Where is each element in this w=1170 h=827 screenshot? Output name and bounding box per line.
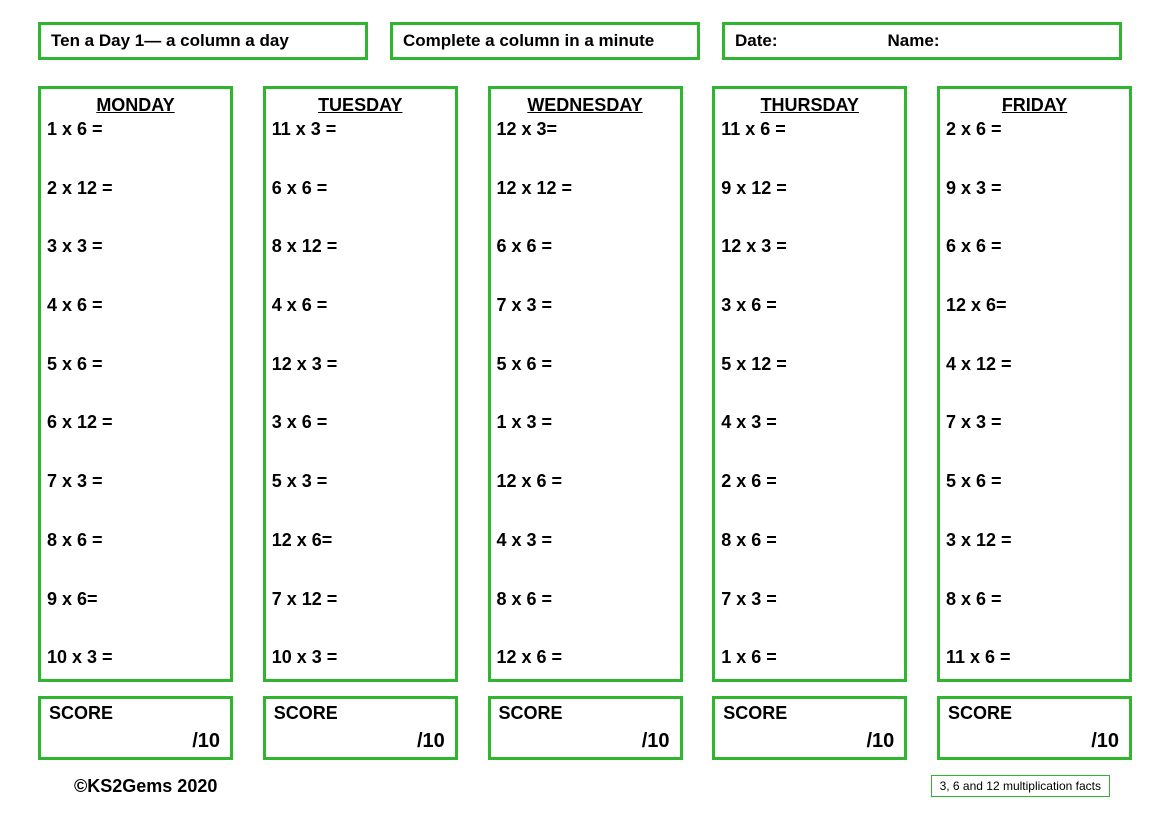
problem: 12 x 3 = (721, 237, 898, 257)
problem: 5 x 12 = (721, 355, 898, 375)
problem: 1 x 6 = (47, 120, 224, 140)
problem: 3 x 6 = (272, 413, 449, 433)
score-label: SCORE (499, 703, 672, 724)
problem: 3 x 12 = (946, 531, 1123, 551)
problem: 3 x 3 = (47, 237, 224, 257)
problem: 1 x 3 = (497, 413, 674, 433)
problem: 12 x 12 = (497, 179, 674, 199)
problem: 8 x 6 = (497, 590, 674, 610)
problem: 5 x 6 = (47, 355, 224, 375)
title-text: Ten a Day 1— a column a day (51, 31, 289, 51)
columns-container: MONDAY 1 x 6 = 2 x 12 = 3 x 3 = 4 x 6 = 5 x 6… (38, 86, 1132, 760)
problem-list: 12 x 3= 12 x 12 = 6 x 6 = 7 x 3 = 5 x 6 = 1 x… (497, 120, 674, 668)
problem: 4 x 3 = (721, 413, 898, 433)
footer-note: 3, 6 and 12 multiplication facts (931, 775, 1110, 797)
score-box: SCORE/10 (38, 696, 233, 760)
score-out-of: /10 (866, 730, 894, 753)
header-row: Ten a Day 1— a column a day Complete a c… (38, 22, 1132, 60)
score-label: SCORE (274, 703, 447, 724)
problem-list: 1 x 6 = 2 x 12 = 3 x 3 = 4 x 6 = 5 x 6 = 6 x … (47, 120, 224, 668)
problem: 7 x 3 = (721, 590, 898, 610)
score-box: SCORE/10 (712, 696, 907, 760)
day-heading: MONDAY (47, 95, 224, 116)
day-box: WEDNESDAY 12 x 3= 12 x 12 = 6 x 6 = 7 x 3 = 5… (488, 86, 683, 682)
title-box: Ten a Day 1— a column a day (38, 22, 368, 60)
problem: 2 x 6 = (946, 120, 1123, 140)
score-label: SCORE (948, 703, 1121, 724)
copyright-text: ©KS2Gems 2020 (74, 776, 217, 797)
problem: 6 x 6 = (946, 237, 1123, 257)
problem: 11 x 6 = (946, 648, 1123, 668)
problem: 8 x 12 = (272, 237, 449, 257)
day-box: MONDAY 1 x 6 = 2 x 12 = 3 x 3 = 4 x 6 = 5 x 6… (38, 86, 233, 682)
problem: 12 x 6= (946, 296, 1123, 316)
problem: 7 x 3 = (946, 413, 1123, 433)
problem: 9 x 3 = (946, 179, 1123, 199)
problem: 5 x 3 = (272, 472, 449, 492)
problem: 12 x 6= (272, 531, 449, 551)
score-out-of: /10 (192, 730, 220, 753)
score-box: SCORE/10 (937, 696, 1132, 760)
problem: 4 x 3 = (497, 531, 674, 551)
problem: 5 x 6 = (497, 355, 674, 375)
problem: 2 x 12 = (47, 179, 224, 199)
problem: 9 x 12 = (721, 179, 898, 199)
problem: 8 x 6 = (47, 531, 224, 551)
score-box: SCORE/10 (263, 696, 458, 760)
problem: 7 x 12 = (272, 590, 449, 610)
score-box: SCORE/10 (488, 696, 683, 760)
problem: 3 x 6 = (721, 296, 898, 316)
problem: 4 x 12 = (946, 355, 1123, 375)
problem-list: 11 x 6 = 9 x 12 = 12 x 3 = 3 x 6 = 5 x 12 = 4… (721, 120, 898, 668)
problem: 4 x 6 = (47, 296, 224, 316)
score-out-of: /10 (1091, 730, 1119, 753)
day-column: FRIDAY 2 x 6 = 9 x 3 = 6 x 6 = 12 x 6= 4 x 12… (937, 86, 1132, 760)
problem: 10 x 3 = (272, 648, 449, 668)
score-label: SCORE (49, 703, 222, 724)
problem: 6 x 6 = (272, 179, 449, 199)
day-column: THURSDAY 11 x 6 = 9 x 12 = 12 x 3 = 3 x 6 = 5… (712, 86, 907, 760)
subtitle-text: Complete a column in a minute (403, 31, 654, 51)
problem: 2 x 6 = (721, 472, 898, 492)
date-label: Date: (735, 31, 778, 51)
worksheet-page: Ten a Day 1— a column a day Complete a c… (0, 0, 1170, 760)
day-heading: FRIDAY (946, 95, 1123, 116)
problem: 8 x 6 = (946, 590, 1123, 610)
problem-list: 2 x 6 = 9 x 3 = 6 x 6 = 12 x 6= 4 x 12 = 7 x … (946, 120, 1123, 668)
day-box: FRIDAY 2 x 6 = 9 x 3 = 6 x 6 = 12 x 6= 4 x 12… (937, 86, 1132, 682)
problem: 5 x 6 = (946, 472, 1123, 492)
day-heading: THURSDAY (721, 95, 898, 116)
problem: 1 x 6 = (721, 648, 898, 668)
score-out-of: /10 (642, 730, 670, 753)
day-heading: WEDNESDAY (497, 95, 674, 116)
problem: 11 x 6 = (721, 120, 898, 140)
problem: 4 x 6 = (272, 296, 449, 316)
day-box: TUESDAY 11 x 3 = 6 x 6 = 8 x 12 = 4 x 6 = 12 … (263, 86, 458, 682)
day-box: THURSDAY 11 x 6 = 9 x 12 = 12 x 3 = 3 x 6 = 5… (712, 86, 907, 682)
problem: 12 x 3 = (272, 355, 449, 375)
problem-list: 11 x 3 = 6 x 6 = 8 x 12 = 4 x 6 = 12 x 3 = 3 … (272, 120, 449, 668)
problem: 12 x 6 = (497, 472, 674, 492)
subtitle-box: Complete a column in a minute (390, 22, 700, 60)
problem: 6 x 6 = (497, 237, 674, 257)
meta-box: Date: Name: (722, 22, 1122, 60)
problem: 7 x 3 = (497, 296, 674, 316)
problem: 11 x 3 = (272, 120, 449, 140)
day-column: WEDNESDAY 12 x 3= 12 x 12 = 6 x 6 = 7 x 3 = 5… (488, 86, 683, 760)
problem: 8 x 6 = (721, 531, 898, 551)
score-out-of: /10 (417, 730, 445, 753)
day-column: TUESDAY 11 x 3 = 6 x 6 = 8 x 12 = 4 x 6 = 12 … (263, 86, 458, 760)
problem: 10 x 3 = (47, 648, 224, 668)
day-column: MONDAY 1 x 6 = 2 x 12 = 3 x 3 = 4 x 6 = 5 x 6… (38, 86, 233, 760)
problem: 9 x 6= (47, 590, 224, 610)
problem: 6 x 12 = (47, 413, 224, 433)
score-label: SCORE (723, 703, 896, 724)
day-heading: TUESDAY (272, 95, 449, 116)
name-label: Name: (888, 31, 940, 51)
problem: 7 x 3 = (47, 472, 224, 492)
problem: 12 x 3= (497, 120, 674, 140)
problem: 12 x 6 = (497, 648, 674, 668)
